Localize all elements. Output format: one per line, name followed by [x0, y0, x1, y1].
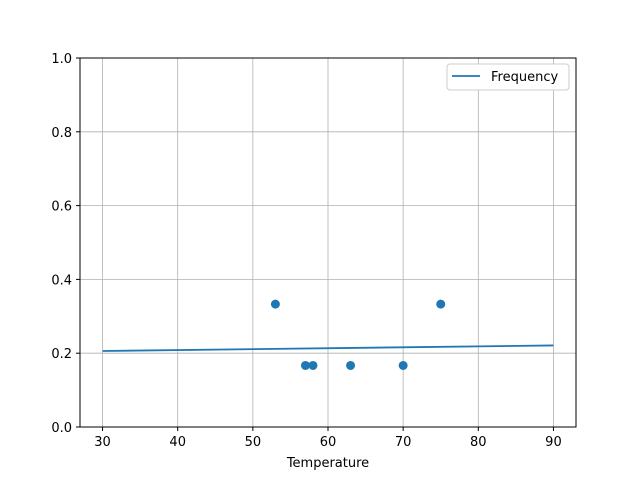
x-tick-label: 90	[545, 435, 562, 450]
y-tick-label: 0.2	[51, 347, 72, 362]
series-line-frequency	[102, 344, 554, 352]
y-tick-label: 0.8	[51, 126, 72, 141]
marks	[102, 299, 554, 370]
y-tick-label: 0.0	[51, 421, 72, 436]
x-tick-label: 60	[320, 435, 337, 450]
scatter-point	[300, 360, 310, 370]
legend-entry-frequency: Frequency	[491, 70, 558, 85]
x-tick-label: 50	[245, 435, 262, 450]
scatter-point	[436, 299, 446, 309]
scatter-point	[398, 360, 408, 370]
scatter-point	[346, 360, 356, 370]
scatter-point	[270, 299, 280, 309]
x-tick-label: 80	[470, 435, 487, 450]
x-tick-label: 30	[94, 435, 111, 450]
ticks: 30 40 50 60 70 80 90 0.0 0.2 0.4 0.6 0.8 1.0	[51, 52, 561, 450]
x-axis-label: Temperature	[286, 456, 369, 471]
legend: Frequency	[446, 63, 570, 91]
legend-box	[446, 63, 570, 91]
x-tick-label: 40	[169, 435, 186, 450]
y-tick-label: 0.4	[51, 273, 72, 288]
x-tick-label: 70	[395, 435, 412, 450]
scatter-point	[308, 360, 318, 370]
y-tick-label: 0.6	[51, 200, 72, 215]
y-tick-label: 1.0	[51, 52, 72, 67]
